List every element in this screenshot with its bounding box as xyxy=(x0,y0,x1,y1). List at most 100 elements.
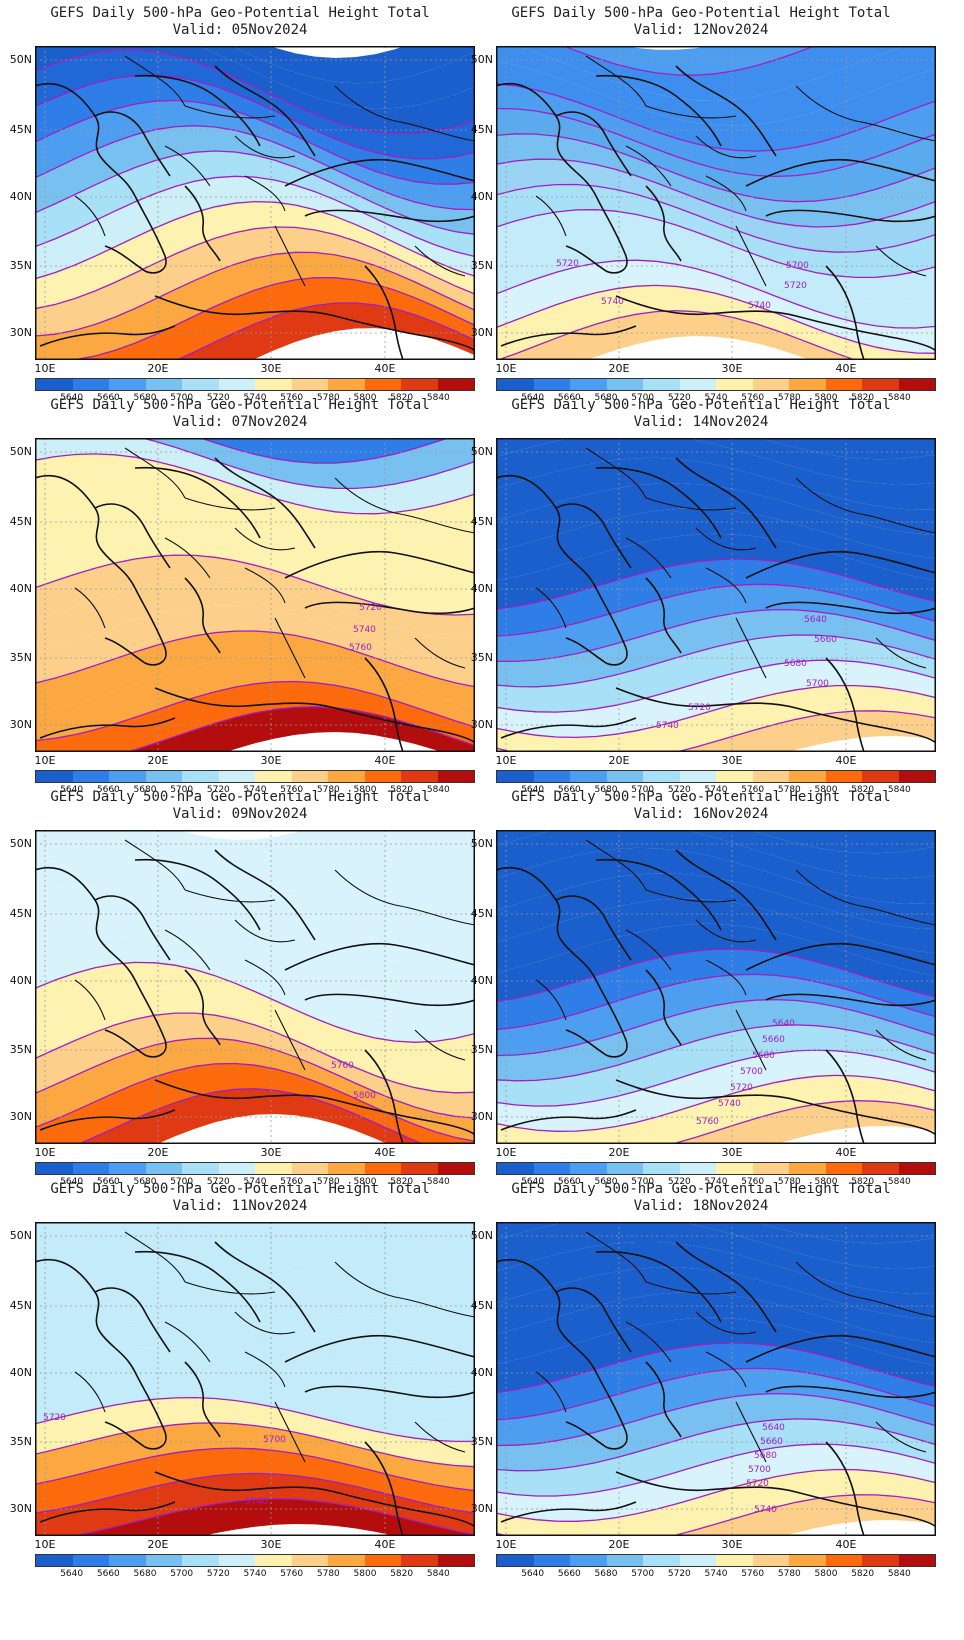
coastline xyxy=(825,1049,865,1144)
colorbar-swatch xyxy=(606,1163,643,1174)
lon-tick-label: 30E xyxy=(260,754,282,767)
country-border xyxy=(394,904,475,926)
height-band xyxy=(760,438,936,460)
coastline xyxy=(500,717,637,739)
lat-tick-label: 35N xyxy=(9,259,32,272)
height-band xyxy=(35,529,475,615)
colorbar-swatch xyxy=(825,1163,862,1174)
coastline xyxy=(615,295,936,352)
contour-line xyxy=(35,251,475,337)
colorbar-label: 5660 xyxy=(96,1569,120,1579)
country-border xyxy=(695,1311,757,1335)
colorbar-swatch xyxy=(291,1163,328,1174)
colorbar-label: 5840 xyxy=(426,1569,450,1579)
height-band xyxy=(496,635,936,713)
lon-tick-label: 10E xyxy=(34,362,56,375)
colorbar-swatch xyxy=(72,771,109,782)
height-band xyxy=(35,830,475,916)
colorbar-label: 5760 xyxy=(741,785,765,795)
coastline xyxy=(284,550,475,579)
colorbar-label: 5840 xyxy=(887,1177,911,1187)
colorbar-swatch xyxy=(145,771,182,782)
height-band xyxy=(35,1448,475,1514)
coastline xyxy=(500,1501,637,1523)
colorbar-label: 5780 xyxy=(777,785,801,795)
height-band xyxy=(516,46,906,101)
colorbar-swatch xyxy=(533,1555,570,1566)
height-band xyxy=(496,209,936,303)
colorbar-swatch xyxy=(109,379,146,390)
lon-tick-label: 40E xyxy=(835,1538,857,1551)
contour-label: 5700 xyxy=(263,1435,286,1445)
map-panel: GEFS Daily 500-hPa Geo-Potential Height … xyxy=(461,1176,941,1586)
coastline xyxy=(154,1471,475,1528)
colorbar-label: 5760 xyxy=(741,1569,765,1579)
coastline xyxy=(304,209,475,223)
height-band xyxy=(35,1347,475,1417)
country-border xyxy=(414,637,466,669)
height-field-map: 5640 5660 5680 5700 5720 5740 5760 xyxy=(496,830,936,1144)
country-border xyxy=(535,195,567,237)
map-border xyxy=(35,1222,475,1536)
contour-label: 5720 xyxy=(359,603,382,613)
coastline xyxy=(134,858,261,931)
country-border xyxy=(705,959,747,996)
panel-valid-date: Valid: 12Nov2024 xyxy=(633,22,769,38)
contour-line xyxy=(496,583,936,637)
coastline xyxy=(675,849,777,941)
lat-tick-label: 40N xyxy=(470,1366,493,1379)
colorbar-label: 5800 xyxy=(814,393,838,403)
country-border xyxy=(875,1421,927,1453)
height-field-map xyxy=(35,46,475,360)
coastline xyxy=(134,1250,261,1323)
contour-line xyxy=(496,107,936,178)
height-band xyxy=(496,923,936,1002)
height-band xyxy=(496,1343,936,1420)
contour-line xyxy=(35,49,475,135)
colorbar-label: 5740 xyxy=(704,393,728,403)
colorbar-label: 5820 xyxy=(851,1569,875,1579)
height-band xyxy=(35,861,475,967)
contour-line xyxy=(175,302,475,360)
lon-tick-label: 20E xyxy=(608,362,630,375)
colorbar-label: 5660 xyxy=(557,393,581,403)
coastline xyxy=(595,1250,722,1323)
panel-valid-date: Valid: 05Nov2024 xyxy=(172,22,308,38)
country-border xyxy=(625,537,672,579)
contour-label: 5760 xyxy=(331,1061,354,1071)
height-field-map: 5720 5740 5760 xyxy=(35,438,475,752)
contour-line xyxy=(496,133,936,203)
colorbar-swatch xyxy=(497,1555,534,1566)
lon-tick-label: 10E xyxy=(495,754,517,767)
colorbar-swatch xyxy=(437,1555,474,1566)
colorbar-label: 5740 xyxy=(243,1569,267,1579)
country-border xyxy=(735,617,767,679)
colorbar-label: 5820 xyxy=(851,393,875,403)
country-border xyxy=(875,245,927,277)
lat-tick-label: 40N xyxy=(9,190,32,203)
colorbar-swatch xyxy=(789,771,826,782)
coastline xyxy=(615,1471,936,1528)
country-border xyxy=(274,1401,306,1463)
colorbar-label: 5820 xyxy=(390,1177,414,1187)
lat-tick-label: 30N xyxy=(9,718,32,731)
contour-line xyxy=(496,684,936,739)
height-band xyxy=(35,125,475,235)
map-frame: 5760 5800 xyxy=(35,830,475,1144)
contour-line xyxy=(35,961,475,1043)
country-border xyxy=(164,145,211,187)
contour-label: 5680 xyxy=(752,1051,775,1061)
coastline xyxy=(304,1385,475,1399)
height-band xyxy=(35,1038,475,1142)
panel-valid-date: Valid: 09Nov2024 xyxy=(172,806,308,822)
colorbar-swatch xyxy=(789,379,826,390)
height-band xyxy=(35,835,475,941)
country-border xyxy=(244,567,286,604)
height-band xyxy=(170,1222,408,1240)
height-field-map: 5720 5700 5720 5740 5740 xyxy=(496,46,936,360)
colorbar-swatch xyxy=(255,1555,292,1566)
lat-tick-label: 45N xyxy=(9,123,32,136)
country-border xyxy=(705,1351,747,1388)
colorbar-swatch xyxy=(862,771,899,782)
colorbar xyxy=(496,770,936,783)
